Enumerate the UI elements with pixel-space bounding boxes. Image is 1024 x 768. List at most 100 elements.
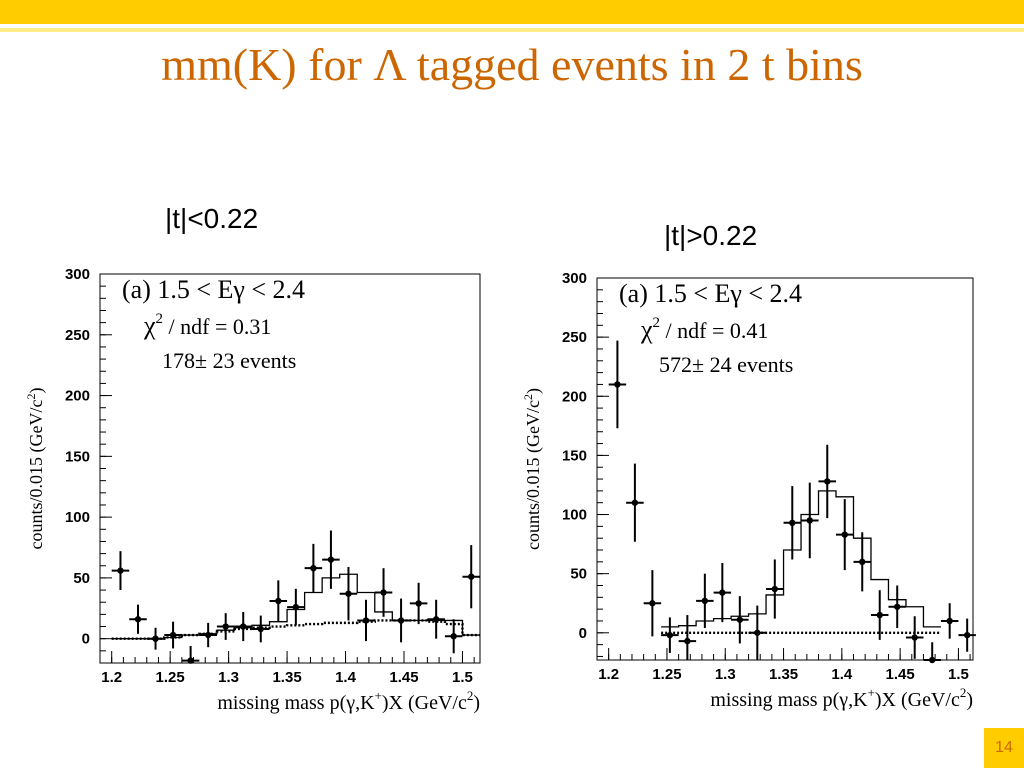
data-point: [397, 617, 405, 624]
data-point: [327, 556, 335, 563]
data-point: [736, 616, 744, 623]
top-banner: [0, 0, 1024, 24]
data-point: [134, 616, 142, 623]
data-point: [894, 603, 901, 610]
x-axis-label-sup: +: [868, 685, 875, 700]
x-tick-label: 1.35: [272, 669, 301, 686]
data-point: [963, 631, 971, 639]
y-axis-label-end: ): [26, 388, 47, 394]
data-point: [204, 631, 212, 639]
data-point: [450, 633, 457, 640]
x-tick-label: 1.25: [652, 666, 681, 683]
data-point: [432, 616, 440, 623]
events-label: 178± 23 events: [162, 348, 296, 373]
y-axis-label-sup: 2: [521, 394, 535, 400]
panel-tag: (a): [122, 275, 157, 304]
data-point: [468, 573, 475, 580]
plot-frame: [596, 277, 974, 661]
x-tick-label: 1.3: [218, 669, 239, 686]
panel-energy-label: (a) 1.5 < Eγ < 2.4: [619, 279, 802, 308]
x-axis-label-sup2: 2: [467, 688, 474, 703]
data-point: [841, 531, 848, 538]
data-point: [719, 589, 726, 596]
data-point: [928, 656, 936, 664]
x-axis-label-sup2: 2: [960, 685, 967, 700]
y-tick-label: 100: [562, 507, 587, 524]
y-tick-label: 300: [65, 266, 90, 283]
x-axis-label-mid: )X (GeV/c: [382, 692, 467, 714]
x-tick-label: 1.25: [156, 669, 185, 686]
y-tick-label: 50: [570, 566, 587, 583]
bin-label-low-t: |t|<0.22: [165, 203, 259, 234]
y-tick-label: 250: [562, 329, 587, 346]
data-point: [631, 499, 639, 506]
x-tick-label: 1.4: [335, 669, 357, 686]
data-point: [911, 634, 918, 641]
energy-range: 1.5 < Eγ < 2.4: [157, 275, 305, 304]
x-axis-label: missing mass p(γ,K+)X (GeV/c2): [217, 688, 480, 714]
data-point: [345, 590, 352, 597]
x-axis-label-end: ): [473, 692, 480, 714]
mass-plot-high-t: 1.2 1.25 1.3 1.35 1.4 1.45 1.5 0 50 100 150 200 250 3…: [521, 270, 976, 711]
top-banner-line: [0, 28, 1024, 32]
data-point: [222, 623, 229, 630]
chi2-value: / ndf = 0.31: [163, 314, 271, 339]
y-axis-label: counts/0.015 (GeV/c2): [24, 388, 47, 550]
data-point: [824, 478, 831, 485]
data-point: [310, 564, 317, 572]
x-tick-label: 1.3: [715, 666, 736, 683]
data-point: [275, 597, 282, 605]
data-point: [169, 631, 177, 639]
bin-label-high-t: |t|>0.22: [664, 220, 758, 251]
chi2-superscript: 2: [156, 311, 164, 327]
y-tick-label: 0: [82, 631, 90, 648]
x-axis-label-mid: )X (GeV/c: [875, 689, 960, 711]
x-axis-label-sup: +: [375, 688, 382, 703]
x-tick-label: 1.2: [101, 669, 122, 686]
data-point: [666, 631, 674, 639]
x-axis-label-main: missing mass p(γ,K: [217, 692, 375, 714]
y-tick-label: 300: [562, 270, 587, 287]
events-label: 572± 24 events: [659, 352, 793, 377]
y-tick-label: 150: [65, 448, 90, 465]
data-point: [362, 617, 370, 624]
data-point: [152, 635, 159, 642]
y-tick-label: 150: [562, 447, 587, 464]
chi2-label: χ2 / ndf = 0.41: [640, 315, 768, 344]
data-point: [771, 585, 778, 593]
y-axis-label-end: ): [523, 388, 544, 394]
mass-plot-low-t: 1.2 1.25 1.3 1.35 1.4 1.45 1.5 0 50 100 150 200 250 3…: [24, 266, 481, 714]
chi2-value: / ndf = 0.41: [660, 318, 768, 343]
x-tick-label: 1.5: [948, 666, 969, 683]
x-tick-label: 1.2: [598, 666, 619, 683]
x-axis-label: missing mass p(γ,K+)X (GeV/c2): [710, 685, 973, 711]
y-tick-label: 250: [65, 327, 90, 344]
y-tick-label: 200: [65, 388, 90, 405]
plot-frame: [99, 273, 481, 664]
data-point: [649, 600, 656, 607]
data-point: [876, 611, 883, 619]
slide-title: mm(K) for Λ tagged events in 2 t bins: [161, 39, 863, 90]
total-fit-line: [661, 490, 941, 628]
y-axis-label-main: counts/0.015 (GeV/c: [26, 400, 47, 550]
chi2-symbol: χ: [640, 315, 653, 344]
x-axis-label-main: missing mass p(γ,K: [710, 689, 868, 711]
x-tick-label: 1.5: [452, 669, 473, 686]
x-tick-label: 1.4: [831, 666, 853, 683]
data-point: [789, 519, 796, 527]
data-point: [946, 617, 953, 625]
data-point: [187, 657, 194, 664]
y-tick-label: 0: [579, 625, 587, 642]
data-point: [415, 600, 422, 607]
data-point: [292, 603, 300, 611]
data-point: [701, 597, 709, 605]
chi2-superscript: 2: [653, 315, 661, 331]
data-point: [240, 623, 247, 630]
energy-range: 1.5 < Eγ < 2.4: [654, 279, 802, 308]
x-tick-label: 1.45: [886, 666, 915, 683]
y-axis-label: counts/0.015 (GeV/c2): [521, 388, 544, 550]
y-tick-label: 100: [65, 509, 90, 526]
x-axis-label-end: ): [966, 689, 973, 711]
data-point: [117, 567, 124, 574]
y-tick-label: 200: [562, 388, 587, 405]
